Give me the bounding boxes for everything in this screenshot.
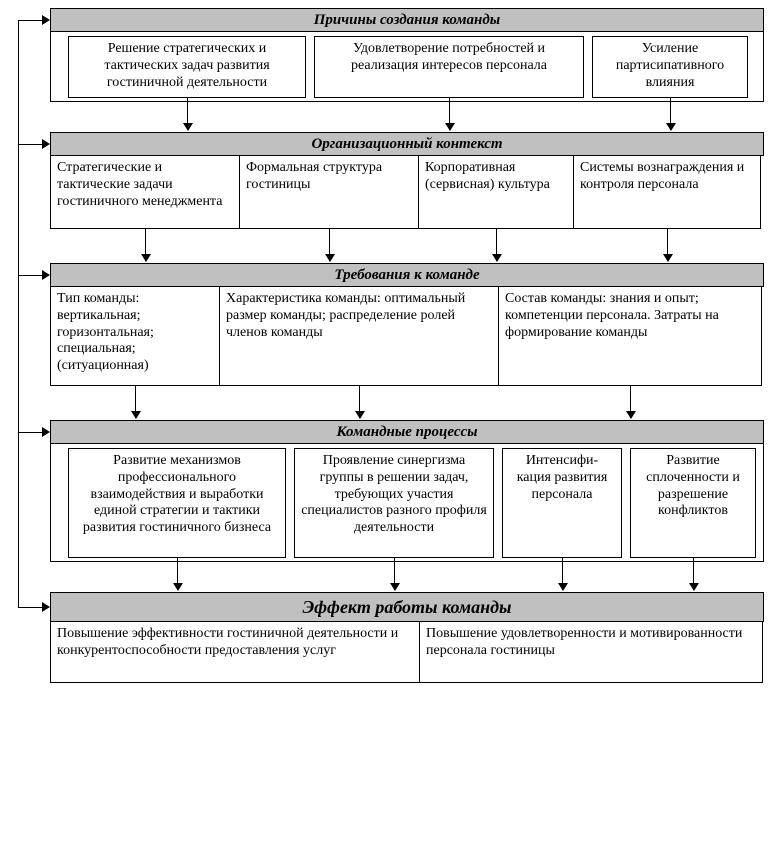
feedback-arrowhead-1	[42, 139, 50, 149]
feedback-connector-2	[18, 275, 42, 276]
block-header-b5: Эффект работы команды	[50, 592, 764, 622]
feedback-connector-0	[18, 20, 42, 21]
arrow-down	[177, 558, 178, 590]
cell-b1-1: Удовлетворение потребностей и реализация…	[314, 36, 584, 98]
block-header-b3: Требования к команде	[50, 263, 764, 287]
cell-b2-2: Корпоративная (сервисная) культура	[418, 155, 574, 229]
arrow-down	[329, 229, 330, 261]
arrow-down	[187, 98, 188, 130]
feedback-arrowhead-0	[42, 15, 50, 25]
feedback-vertical	[18, 20, 19, 607]
block-header-b4: Командные процессы	[50, 420, 764, 444]
cell-b5-1: Повышение удовлетворенности и мотивирова…	[419, 621, 763, 683]
cell-b4-2: Интенсифи-кация развития персонала	[502, 448, 622, 558]
cell-b1-2: Усиление партисипативного влияния	[592, 36, 748, 98]
cell-b5-0: Повышение эффективности гостиничной деят…	[50, 621, 420, 683]
cell-b2-0: Стратегические и тактические задачи гост…	[50, 155, 240, 229]
feedback-arrowhead-2	[42, 270, 50, 280]
arrow-down	[449, 98, 450, 130]
cell-b4-1: Проявление синергизма группы в решении з…	[294, 448, 494, 558]
arrow-down	[670, 98, 671, 130]
arrow-down	[630, 386, 631, 418]
feedback-connector-4	[18, 607, 42, 608]
cell-b2-3: Системы вознаграждения и контроля персон…	[573, 155, 761, 229]
cell-b1-0: Решение стратегических и тактических зад…	[68, 36, 306, 98]
cell-b3-1: Характеристика команды: оптимальный разм…	[219, 286, 499, 386]
cell-b2-1: Формальная структура гостиницы	[239, 155, 419, 229]
feedback-arrowhead-4	[42, 602, 50, 612]
arrow-down	[359, 386, 360, 418]
arrow-down	[667, 229, 668, 261]
arrow-down	[562, 558, 563, 590]
cell-b4-3: Развитие сплоченности и разрешение конфл…	[630, 448, 756, 558]
cell-b3-0: Тип команды: вертикальная; горизонтальна…	[50, 286, 220, 386]
feedback-connector-1	[18, 144, 42, 145]
arrow-down	[145, 229, 146, 261]
arrow-down	[693, 558, 694, 590]
block-header-b2: Организационный контекст	[50, 132, 764, 156]
arrow-down	[135, 386, 136, 418]
arrow-down	[394, 558, 395, 590]
cell-b4-0: Развитие механизмов профессионального вз…	[68, 448, 286, 558]
arrow-down	[496, 229, 497, 261]
cell-b3-2: Состав команды: знания и опыт; компетенц…	[498, 286, 762, 386]
feedback-arrowhead-3	[42, 427, 50, 437]
block-header-b1: Причины создания команды	[50, 8, 764, 32]
feedback-connector-3	[18, 432, 42, 433]
